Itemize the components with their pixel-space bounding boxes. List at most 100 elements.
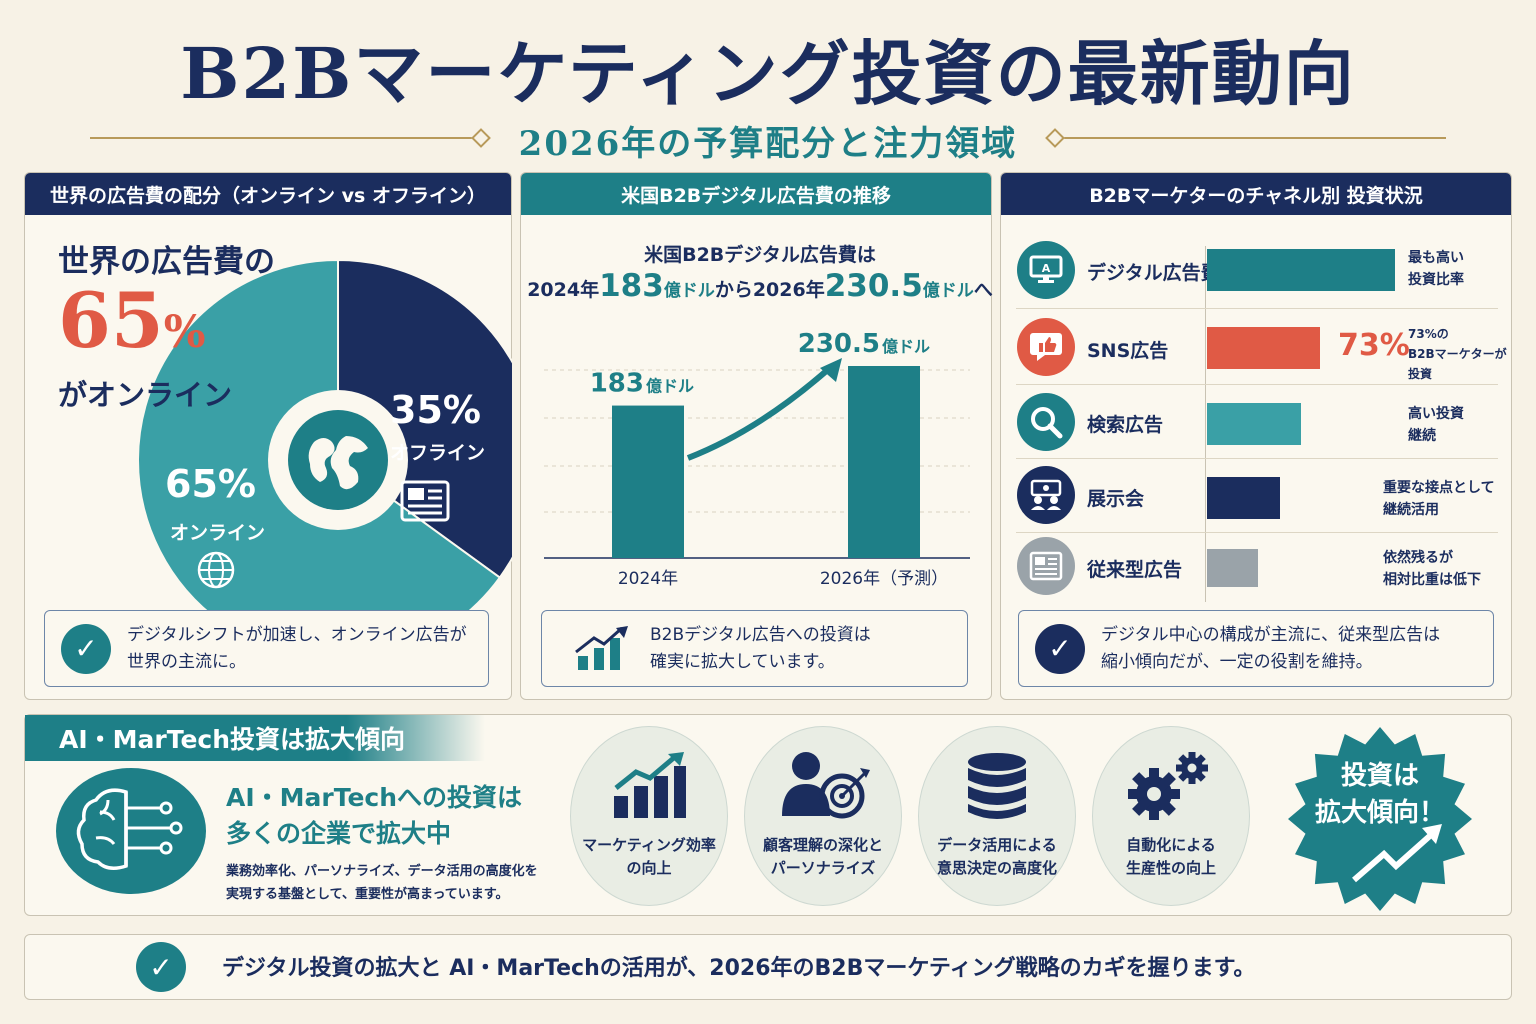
pie-label-offline-name: オフライン [390,442,486,464]
database-icon [968,753,1026,819]
panel1-lead: 世界の広告費の [58,244,275,280]
feature-automation [1092,726,1250,906]
bar-unit-label: 億ドル [882,337,930,356]
panel1-big-unit: % [163,307,206,358]
channel-bar-sns [1207,327,1320,369]
lead-year-2024: 2024年 [527,279,600,301]
panel-us-b2b-digital-ads-heading: 米国B2Bデジタル広告費の推移 [521,173,991,215]
feature-marketing-efficiency [570,726,728,906]
svg-text:A: A [1042,262,1051,275]
channel-note-traditional: 依然残るが 相対比重は低下 [1383,547,1481,591]
investment-burst-badge [1288,727,1472,911]
lead-value-2024: 183 [599,268,664,304]
row-separator [1016,384,1498,385]
panel2-lead-line2: 2024年183億ドルから2026年230.5億ドルへ [520,268,1000,304]
channel-label-sns: SNS広告 [1087,340,1169,362]
pie-chart [137,258,512,624]
pie-slice-offline [337,258,512,579]
ai-title-line2: 多くの企業で拡大中 [226,819,452,848]
panel3-note-line1: デジタル中心の構成が主流に、従来型広告は [1101,624,1441,645]
footer-text: デジタル投資の拡大と AI・MarTechの活用が、2026年のB2Bマーケティ… [222,956,1256,981]
burst-text: 投資は 拡大傾向！ [1290,758,1470,832]
lead-unit-2024: 億ドル [663,281,715,301]
page-subtitle: 2026年の予算配分と注力領域 [518,124,1018,164]
feature-label-line: データ活用による [937,836,1057,854]
channel-note-line: 継続活用 [1383,502,1439,518]
ai-desc-line2: 実現する基盤として、重要性が高まっています。 [226,887,509,902]
feature-label-customer-understanding: 顧客理解の深化と パーソナライズ [744,834,902,880]
channel-note-digital: 最も高い 投資比率 [1408,247,1464,291]
check-icon: ✓ [1035,623,1085,674]
row-separator [1016,458,1498,459]
channel-value-sns: 73% [1338,328,1410,363]
feature-label-line: 意思決定の高度化 [936,859,1057,877]
ai-title-line1: AI・MarTechへの投資は [226,783,523,812]
feature-label-line: の向上 [626,859,672,877]
page-title: B2Bマーケティング投資の最新動向 [180,32,1356,115]
burst-text-line1: 投資は [1340,761,1419,791]
pie-label-online-value: 65% [165,462,256,506]
exhibition-icon [1017,466,1075,524]
channel-label-search: 検索広告 [1087,414,1164,436]
ai-title: AI・MarTechへの投資は 多くの企業で拡大中 [226,780,522,852]
channel-note-line: 依然残るが [1383,550,1453,566]
channel-note-line: 投資比率 [1408,272,1464,288]
panel-channel-investment-heading: B2Bマーケターのチャネル別 投資状況 [1001,173,1511,215]
feature-label-marketing-efficiency: マーケティング効率 の向上 [570,834,728,880]
panel3-note-line2: 縮小傾向だが、一定の役割を維持。 [1101,651,1373,672]
panel1-note-line2: 世界の主流に。 [127,651,246,672]
channel-note-line: 重要な接点として [1383,480,1495,496]
channel-label-exhibition: 展示会 [1087,488,1145,510]
newspaper-icon [400,480,450,522]
row-separator [1016,532,1498,533]
gears-icon [1128,752,1208,820]
thumbs-up-icon [1017,318,1075,376]
growth-arrow-head [820,358,842,382]
customer-target-icon [782,752,870,819]
feature-label-line: 自動化による [1126,836,1216,854]
feature-label-automation: 自動化による 生産性の向上 [1092,834,1250,880]
channel-note-line: 相対比重は低下 [1383,572,1481,588]
globe-icon [288,410,388,510]
panel2-lead-line1: 米国B2Bデジタル広告費は [644,244,876,266]
feature-label-line: 生産性の向上 [1125,859,1216,877]
pie-label-offline-value: 35% [390,388,481,432]
channel-bar-digital [1207,249,1395,291]
check-icon: ✓ [136,942,186,992]
burst-shape [1288,727,1472,911]
row-separator [1016,308,1498,309]
monitor-icon: A [1017,241,1075,299]
channel-label-traditional: 従来型広告 [1087,559,1183,581]
footer-banner [24,934,1512,1000]
growth-arrow [686,363,834,461]
burst-text-line2: 拡大傾向！ [1314,798,1445,828]
title-rule-right [1056,137,1446,139]
ai-description: 業務効率化、パーソナライズ、データ活用の高度化を 実現する基盤として、重要性が高… [226,860,538,906]
newspaper-icon [1017,537,1075,595]
rising-bars-icon [575,625,628,670]
panel2-note-line2: 確実に拡大しています。 [650,651,835,672]
channel-note-line: 高い投資 [1408,406,1464,422]
lead-value-2026: 230.5 [824,268,923,304]
feature-label-line: 顧客理解の深化と [762,836,883,854]
channel-note-line: 73%の [1408,327,1449,341]
channel-bar-traditional [1207,549,1258,587]
channel-note-search: 高い投資 継続 [1408,403,1464,447]
bar-value-label: 230.5 [798,329,880,359]
panel1-tail: がオンライン [58,378,233,412]
channel-label-digital: デジタル広告費 [1087,262,1220,284]
channel-note-exhibition: 重要な接点として 継続活用 [1383,477,1495,521]
channel-bar-search [1207,403,1301,445]
check-icon: ✓ [61,623,111,674]
title-rule-left [90,137,480,139]
channel-note-line: 継続 [1408,428,1436,444]
panel1-note-line1: デジタルシフトが加速し、オンライン広告が [127,624,467,645]
channel-note-line: 投資 [1408,367,1433,381]
channel-note-sns: 73%の B2Bマーケターが 投資 [1408,324,1507,384]
bar-0 [612,405,684,558]
panel2-note: B2Bデジタル広告への投資は 確実に拡大しています。 [541,610,968,687]
panel2-note-line1: B2Bデジタル広告への投資は [650,624,871,645]
growth-chart-icon [614,752,686,818]
panel3-note: ✓ デジタル中心の構成が主流に、従来型広告は 縮小傾向だが、一定の役割を維持。 [1018,610,1494,687]
